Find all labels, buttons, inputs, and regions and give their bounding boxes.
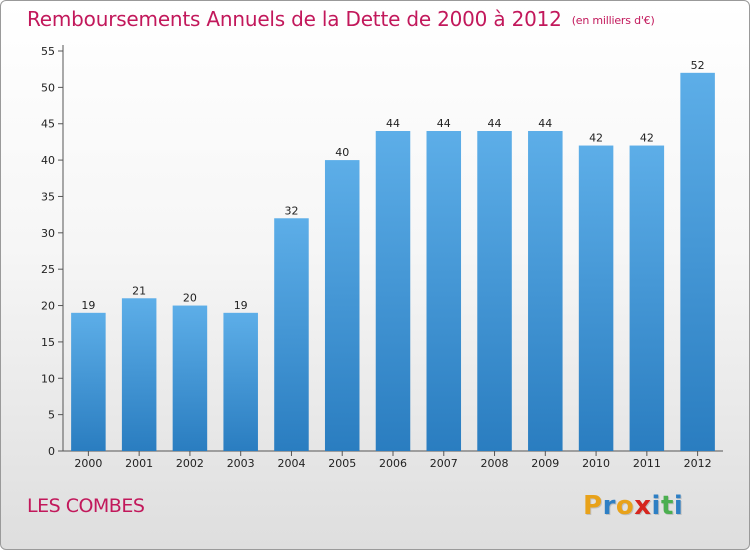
x-tick-label: 2012: [684, 457, 712, 470]
bar-value-label: 44: [488, 117, 502, 130]
x-tick-label: 2007: [430, 457, 458, 470]
chart-labels: 19 2000 21 2001 20 2002 19 2003 32 2004 40 2005 44 20…: [74, 59, 711, 470]
y-tick-label: 30: [41, 227, 55, 240]
x-tick-label: 2005: [328, 457, 356, 470]
y-tick-label: 35: [41, 190, 55, 203]
x-tick-label: 2011: [633, 457, 661, 470]
x-tick-label: 2001: [125, 457, 153, 470]
bar-value-label: 44: [538, 117, 552, 130]
x-tick-label: 2008: [481, 457, 509, 470]
bar: [274, 218, 309, 451]
bar-value-label: 32: [284, 204, 298, 217]
chart-bars: [71, 72, 715, 452]
bar: [426, 131, 462, 451]
logo-letter: i: [651, 491, 661, 521]
bar-value-label: 40: [335, 146, 349, 159]
bar-value-label: 21: [132, 284, 146, 297]
chart-title: Remboursements Annuels de la Dette de 20…: [27, 7, 655, 31]
bar-value-label: 20: [183, 292, 197, 305]
logo-letter: P: [583, 491, 603, 521]
y-tick-label: 10: [41, 372, 55, 385]
y-tick-label: 25: [41, 263, 55, 276]
bar: [71, 312, 106, 451]
bar: [477, 131, 512, 451]
bar: [121, 298, 157, 451]
bar: [629, 145, 665, 451]
bar: [375, 131, 411, 451]
y-tick-label: 45: [41, 118, 55, 131]
bar: [324, 160, 360, 451]
bar-value-label: 19: [81, 299, 95, 312]
proxiti-logo[interactable]: Proxiti: [583, 491, 683, 521]
chart-title-text: Remboursements Annuels de la Dette de 20…: [27, 7, 562, 31]
bar: [578, 145, 614, 451]
y-tick-label: 55: [41, 45, 55, 58]
x-tick-label: 2010: [582, 457, 610, 470]
logo-letter: x: [634, 491, 652, 521]
logo-letter: i: [673, 491, 684, 521]
y-tick-label: 0: [48, 445, 55, 458]
x-tick-label: 2006: [379, 457, 407, 470]
bar: [172, 305, 208, 451]
bar-value-label: 42: [640, 132, 654, 145]
x-tick-label: 2000: [74, 457, 102, 470]
logo-letter: t: [660, 491, 674, 521]
y-tick-label: 40: [41, 154, 55, 167]
x-tick-label: 2002: [176, 457, 204, 470]
bar-value-label: 44: [386, 117, 400, 130]
bar-value-label: 42: [589, 132, 603, 145]
chart-unit: (en milliers d'€): [571, 14, 655, 27]
bar-value-label: 19: [234, 299, 248, 312]
y-tick-label: 20: [41, 300, 55, 313]
logo-letter: r: [602, 491, 616, 521]
bar: [528, 131, 563, 451]
bar-value-label: 52: [691, 59, 705, 72]
commune-name: LES COMBES: [27, 495, 145, 517]
y-tick-label: 50: [41, 81, 55, 94]
x-tick-label: 2003: [227, 457, 255, 470]
bar-value-label: 44: [437, 117, 451, 130]
logo-letter: o: [615, 491, 635, 521]
x-tick-label: 2004: [277, 457, 305, 470]
bar: [680, 72, 715, 452]
y-tick-label: 5: [48, 409, 55, 422]
bar: [223, 312, 258, 451]
y-tick-label: 15: [41, 336, 55, 349]
x-tick-label: 2009: [531, 457, 559, 470]
